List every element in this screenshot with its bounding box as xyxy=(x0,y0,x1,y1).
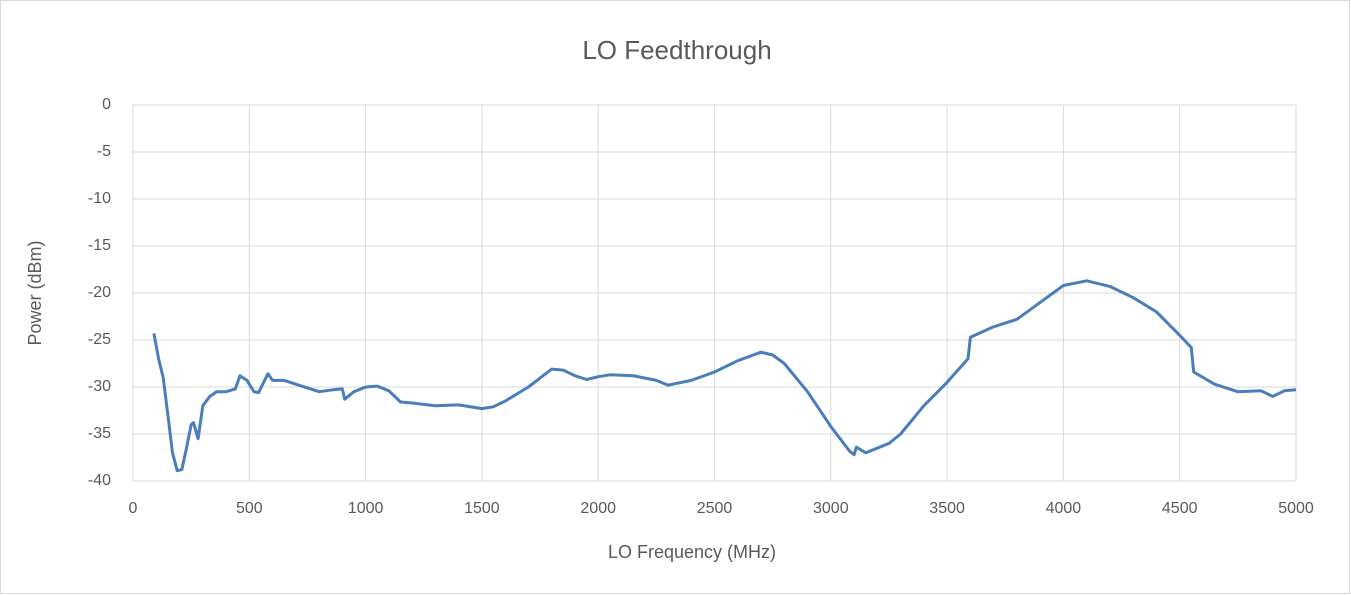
x-tick-label: 2000 xyxy=(580,500,616,517)
y-tick-label: -35 xyxy=(88,425,111,442)
y-tick-label: -30 xyxy=(88,378,111,395)
x-tick-label: 3500 xyxy=(929,500,965,517)
data-line xyxy=(152,279,1297,473)
y-tick-label: 0 xyxy=(102,96,111,113)
x-tick-label: 5000 xyxy=(1278,500,1314,517)
x-tick-label: 500 xyxy=(236,500,263,517)
y-tick-label: -25 xyxy=(88,331,111,348)
x-tick-label: 2500 xyxy=(697,500,733,517)
y-tick-label: -20 xyxy=(88,284,111,301)
x-tick-label: 1000 xyxy=(348,500,384,517)
chart-title: LO Feedthrough xyxy=(582,35,771,65)
x-tick-label: 3000 xyxy=(813,500,849,517)
x-tick-label: 4000 xyxy=(1046,500,1082,517)
x-axis-label: LO Frequency (MHz) xyxy=(608,542,776,562)
x-tick-label: 1500 xyxy=(464,500,500,517)
x-tick-label: 0 xyxy=(129,500,138,517)
y-tick-label: -5 xyxy=(97,143,111,160)
y-tick-label: -10 xyxy=(88,190,111,207)
y-axis-label: Power (dBm) xyxy=(25,240,45,345)
x-tick-label: 4500 xyxy=(1162,500,1198,517)
y-tick-label: -15 xyxy=(88,237,111,254)
y-tick-label: -40 xyxy=(88,472,111,489)
